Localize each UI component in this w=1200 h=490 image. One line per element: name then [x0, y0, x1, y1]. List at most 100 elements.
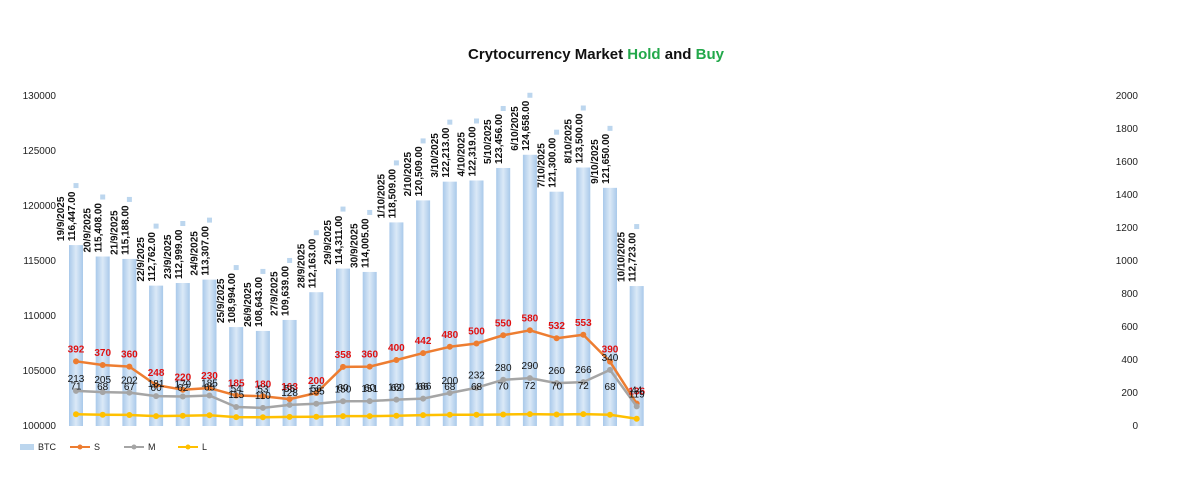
btc-bar-marker	[474, 118, 479, 124]
title-buy: Buy	[695, 46, 724, 63]
series-value-label-m: 185	[201, 378, 218, 389]
legend-label-s: S	[94, 442, 100, 452]
btc-bar-label: 122,213.003/10/2025	[430, 127, 452, 177]
btc-bar	[282, 319, 297, 426]
series-point-m	[473, 384, 480, 391]
series-value-label-l: 62	[391, 383, 403, 394]
series-value-label-l: 67	[124, 382, 136, 393]
btc-value-label: 123,456.00	[494, 113, 505, 163]
category-label: 9/10/2025	[590, 139, 601, 184]
series-value-label-m: 160	[388, 383, 405, 394]
series-value-label-s: 200	[308, 376, 325, 387]
right-axis-tick: 1800	[1116, 124, 1139, 135]
series-point-s	[153, 382, 160, 389]
series-point-m	[233, 404, 240, 411]
btc-value-label: 116,447.00	[67, 191, 78, 241]
legend: BTC S M L	[20, 442, 207, 452]
series-point-l	[473, 411, 480, 418]
series-point-m	[633, 403, 640, 410]
series-point-l	[153, 413, 160, 420]
right-axis-tick: 0	[1132, 421, 1138, 432]
series-line-s	[75, 329, 638, 405]
btc-bar-label: 108,994.0025/9/2025	[216, 273, 238, 323]
series-value-label-s: 480	[441, 330, 458, 341]
series-point-s	[286, 396, 293, 403]
data-labels: 116,447.0019/9/2025 115,408.0020/9/2025 11…	[56, 100, 645, 402]
series-value-label-m: 200	[441, 376, 458, 387]
series-point-s	[340, 363, 346, 370]
btc-bar-marker	[233, 265, 239, 271]
series-value-label-m: 119	[629, 389, 645, 400]
series-value-label-l: 60	[151, 383, 163, 394]
series-point-s	[580, 331, 587, 338]
series-point-s	[366, 363, 373, 370]
btc-value-label: 122,319.00	[468, 126, 479, 176]
btc-bar	[175, 283, 190, 426]
series-value-label-s: 136	[628, 387, 645, 398]
btc-bar-marker	[287, 257, 293, 263]
right-axis-tick: 600	[1121, 322, 1138, 333]
btc-bar-label: 109,639.0027/9/2025	[270, 265, 292, 315]
series-point-l	[206, 412, 213, 419]
series-point-m	[393, 396, 400, 403]
btc-value-label: 109,639.00	[281, 265, 292, 315]
btc-bar-label: 121,300.007/10/2025	[537, 137, 559, 187]
btc-value-label: 118,509.00	[387, 168, 398, 218]
series-value-label-s: 392	[68, 344, 85, 355]
series-value-label-s: 180	[255, 379, 272, 390]
series-point-m	[526, 375, 533, 382]
series-point-l	[633, 415, 640, 422]
series-value-label-m: 280	[495, 363, 512, 374]
btc-bar-label: 108,643.0026/9/2025	[243, 276, 265, 326]
series-point-l	[580, 411, 587, 418]
btc-bar-marker	[180, 221, 186, 227]
series-point-l	[313, 413, 320, 420]
btc-bar-marker	[607, 125, 613, 131]
right-axis-tick: 800	[1121, 289, 1138, 300]
series-point-l	[393, 412, 400, 419]
btc-bar-marker	[126, 196, 132, 202]
series-value-label-m: 340	[602, 353, 619, 364]
series-value-label-l: 72	[578, 381, 590, 392]
btc-bar-marker	[260, 268, 266, 274]
series-value-label-l: 68	[97, 382, 109, 393]
btc-bar-marker	[367, 209, 373, 215]
series-value-label-l: 68	[604, 382, 616, 393]
series-value-label-l: 65	[204, 382, 216, 393]
series-point-l	[340, 413, 346, 420]
series-value-label-l: 70	[498, 381, 510, 392]
btc-value-label: 113,307.00	[201, 226, 212, 276]
series-point-s	[526, 327, 533, 334]
btc-bar-marker	[393, 160, 399, 166]
series-value-label-l: 62	[177, 383, 189, 394]
series-point-l	[233, 414, 240, 421]
series-point-m	[313, 400, 320, 407]
series-value-label-s: 360	[361, 350, 378, 361]
btc-bar	[469, 180, 484, 426]
btc-bar-marker	[447, 119, 453, 125]
series-point-l	[179, 412, 186, 419]
series-point-m	[580, 379, 587, 386]
series-value-label-m: 266	[575, 365, 592, 376]
series-value-label-l: 68	[444, 382, 456, 393]
series-value-label-s: 390	[602, 345, 619, 356]
series-point-m	[286, 401, 293, 408]
left-axis-tick: 130000	[23, 91, 57, 102]
series-point-l	[286, 413, 293, 420]
category-label: 2/10/2025	[403, 151, 414, 196]
btc-bar-marker	[207, 217, 212, 223]
category-label: 1/10/2025	[376, 173, 387, 218]
btc-bar	[442, 181, 457, 426]
left-axis-tick: 110000	[23, 311, 56, 322]
series-point-s	[206, 385, 213, 392]
series-point-l	[526, 411, 533, 418]
category-label: 10/10/2025	[617, 232, 628, 282]
btc-bar-label: 112,999.0023/9/2025	[163, 229, 185, 279]
btc-bar	[149, 285, 164, 426]
category-label: 29/9/2025	[323, 220, 334, 265]
btc-value-label: 115,408.00	[94, 203, 105, 253]
btc-bar-label: 115,408.0020/9/2025	[83, 203, 105, 253]
series-value-label-l: 44	[631, 386, 643, 397]
left-axis-tick: 100000	[23, 421, 57, 432]
